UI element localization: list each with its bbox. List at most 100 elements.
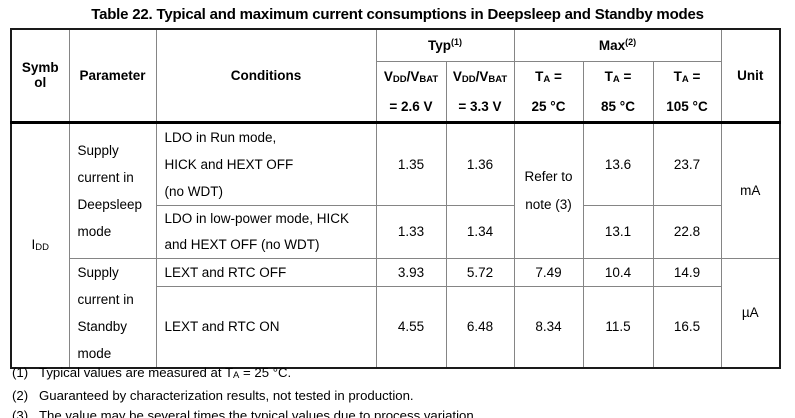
t-symbol: T (535, 68, 544, 84)
t-symbol: T (673, 68, 682, 84)
max-85-value: 11.5 (582, 286, 654, 368)
footnote-marker: (2) (12, 388, 29, 403)
condition-line: and HEXT OFF (no WDT) (164, 236, 320, 252)
header-typ-footnote-ref: (1) (451, 37, 462, 48)
a-subscript: A (233, 370, 240, 381)
typ-2v6-value: 1.33 (375, 204, 447, 259)
table-row: LEXT and RTC ON 4.55 6.48 8.34 11.5 16.5 (11, 286, 780, 368)
a-subscript: A (543, 73, 551, 85)
max-105-value: 23.7 (652, 121, 722, 206)
dd-subscript: DD (392, 73, 407, 85)
equals-sign: = (619, 68, 632, 84)
max-105-value: 22.8 (652, 204, 722, 259)
current-consumption-table: Symb ol Parameter Conditions Typ(1) Max(… (10, 28, 782, 369)
header-row-subcolumns: VDD/VBAT = 2.6 V VDD/VBAT = 3.3 V TA = 2… (11, 60, 780, 124)
footnote-text: Typical values are measured at TA = 25 °… (39, 363, 291, 386)
vdd-vbat-label: VDD/VBAT (447, 63, 514, 93)
parameter-line: Supply (77, 264, 119, 280)
footnote-3: (3) The value may be several times the t… (12, 406, 782, 418)
footnote-text: The value may be several times the typic… (39, 408, 478, 418)
table-row: LDO in low-power mode, HICK and HEXT OFF… (11, 204, 780, 259)
parameter-line: Standby (77, 318, 128, 334)
condition-line: LEXT and RTC ON (164, 319, 280, 335)
header-ta-105: TA = 105 °C (652, 60, 722, 124)
header-parameter: Parameter (68, 28, 157, 124)
footnote-text-pre: Typical values are measured at T (39, 365, 233, 380)
header-unit: Unit (720, 28, 781, 124)
header-vdd-vbat-2v6: VDD/VBAT = 2.6 V (375, 60, 447, 124)
v-symbol: /V (406, 68, 420, 84)
conditions-ldo-run: LDO in Run mode, HICK and HEXT OFF (no W… (155, 121, 377, 206)
temperature-value: 25 °C (531, 98, 566, 114)
condition-line: HICK and HEXT OFF (164, 156, 294, 172)
table-row: Supply current in Standby mode LEXT and … (11, 257, 781, 368)
header-max-group: Max(2) (513, 28, 722, 62)
header-symbol-line1: Symb (21, 60, 59, 76)
unit-ma: mA (720, 121, 781, 259)
ta-label: TA = (584, 63, 653, 93)
footnote-2: (2) Guaranteed by characterization resul… (12, 386, 782, 406)
table-title: Table 22. Typical and maximum current co… (91, 6, 704, 23)
v-symbol: V (452, 68, 462, 84)
conditions-lext-rtc-on: LEXT and RTC ON (155, 286, 377, 368)
bat-subscript: BAT (488, 73, 508, 85)
bat-subscript: BAT (419, 73, 439, 85)
a-subscript: A (681, 73, 689, 85)
header-max-footnote-ref: (2) (625, 37, 637, 48)
footnote-text-post: = 25 °C. (239, 365, 292, 380)
vdd-vbat-label: VDD/VBAT (377, 63, 446, 93)
equals-sign: = (550, 68, 562, 84)
condition-line: LEXT and RTC OFF (164, 264, 287, 280)
temperature-value: 105 °C (666, 98, 708, 114)
max-85-value: 10.4 (582, 257, 654, 288)
typ-2v6-value: 4.55 (375, 286, 447, 368)
temperature-value: 85 °C (601, 98, 635, 114)
header-max-label: Max (598, 38, 626, 54)
symbol-subscript: DD (35, 242, 49, 253)
symbol-idd: IDD (10, 121, 70, 368)
typ-3v3-value: 1.34 (445, 204, 515, 259)
condition-line: LDO in low-power mode, HICK (164, 210, 350, 226)
header-symbol: Symb ol (10, 28, 70, 124)
ta-label: TA = (654, 63, 721, 93)
header-typ-label: Typ (428, 38, 451, 54)
equals-sign: = (688, 68, 701, 84)
typ-2v6-value: 3.93 (375, 257, 447, 288)
header-row-groups: Symb ol Parameter Conditions Typ(1) Max(… (10, 28, 781, 124)
max-105-value: 14.9 (652, 257, 722, 288)
t-symbol: T (604, 68, 613, 84)
header-symbol-line2: ol (34, 75, 47, 91)
parameter-line: Deepsleep (77, 196, 143, 212)
typ-3v3-value: 1.36 (445, 121, 515, 206)
condition-line: (no WDT) (164, 183, 224, 199)
v-symbol: V (383, 68, 393, 84)
footnote-text: Guaranteed by characterization results, … (39, 388, 414, 403)
header-conditions: Conditions (155, 28, 377, 124)
voltage-value: = 3.3 V (458, 98, 502, 114)
max-25-value: 7.49 (513, 257, 584, 288)
conditions-ldo-lowpower: LDO in low-power mode, HICK and HEXT OFF… (155, 204, 377, 259)
table-row: IDD Supply current in Deepsleep mode LDO… (10, 121, 781, 368)
voltage-value: = 2.6 V (389, 98, 433, 114)
footnote-1: (1) Typical values are measured at TA = … (12, 363, 782, 386)
footnote-marker: (1) (12, 365, 29, 380)
parameter-line: mode (77, 345, 112, 361)
symbol-base: I (31, 237, 36, 252)
header-vdd-vbat-3v3: VDD/VBAT = 3.3 V (445, 60, 515, 124)
footnotes: (1) Typical values are measured at TA = … (12, 363, 782, 418)
ta-label: TA = (515, 63, 583, 93)
max-25-value: 8.34 (513, 286, 584, 368)
max-85-value: 13.6 (582, 121, 654, 206)
conditions-lext-rtc-off: LEXT and RTC OFF (155, 257, 377, 288)
footnote-marker: (3) (12, 408, 29, 418)
condition-line: LDO in Run mode, (164, 129, 277, 145)
parameter-line: current in (77, 291, 134, 307)
header-typ-group: Typ(1) (375, 28, 515, 62)
parameter-line: mode (77, 223, 112, 239)
parameter-deepsleep: Supply current in Deepsleep mode (68, 121, 157, 259)
max-105-value: 16.5 (652, 286, 722, 368)
parameter-standby: Supply current in Standby mode (68, 257, 157, 368)
unit-ua: µA (720, 257, 781, 368)
parameter-line: Supply (77, 142, 119, 158)
